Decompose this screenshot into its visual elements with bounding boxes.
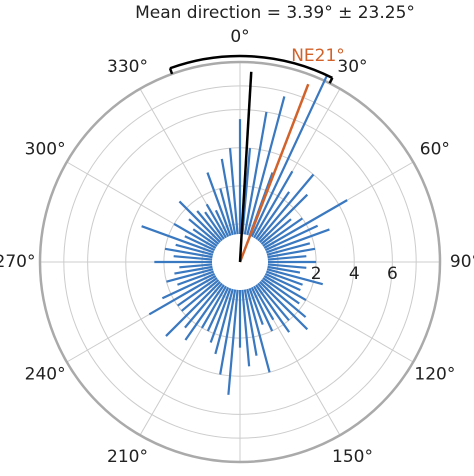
direction-bar <box>250 286 274 332</box>
direction-bar <box>219 188 234 236</box>
direction-bar <box>253 285 275 321</box>
direction-bar <box>246 96 286 236</box>
direction-bar <box>255 191 291 240</box>
direction-bar <box>267 255 307 261</box>
direction-bar <box>179 263 213 269</box>
theta-tick-label: 240° <box>25 365 66 385</box>
direction-bar <box>263 275 307 302</box>
theta-tick-label: 330° <box>107 57 148 77</box>
direction-bar <box>204 211 225 240</box>
direction-bar <box>263 199 348 249</box>
theta-tick-label: 90° <box>450 252 474 272</box>
direction-bar <box>248 287 264 325</box>
direction-bar <box>184 284 225 341</box>
direction-bar <box>164 247 213 259</box>
reference-label: NE21° <box>291 46 345 66</box>
direction-bar <box>267 265 301 274</box>
direction-bar <box>257 282 290 322</box>
direction-bar <box>209 287 232 343</box>
direction-bar <box>264 272 301 292</box>
direction-bar <box>262 217 303 247</box>
deviation-arc <box>169 54 333 79</box>
direction-bar <box>141 225 215 254</box>
direction-bar <box>243 111 268 235</box>
direction-bar <box>173 255 213 261</box>
direction-bar <box>260 279 307 318</box>
direction-bar <box>260 218 292 245</box>
r-tick-label: 6 <box>387 264 398 284</box>
direction-bar <box>166 268 214 283</box>
direction-bar <box>177 277 218 307</box>
theta-tick-label: 0° <box>230 27 249 47</box>
direction-bar <box>259 281 309 331</box>
direction-bar <box>206 172 232 237</box>
direction-bar <box>148 275 217 316</box>
direction-bar <box>220 158 237 235</box>
direction-bar <box>246 288 271 373</box>
direction-bar <box>264 224 319 252</box>
direction-bar <box>161 272 216 300</box>
theta-tick-label: 270° <box>0 252 35 272</box>
direction-bar <box>250 75 328 238</box>
deviation-cap <box>328 77 334 84</box>
direction-bar <box>266 268 324 286</box>
reference-line <box>238 83 310 263</box>
direction-bar <box>184 282 223 329</box>
direction-bar <box>165 281 221 337</box>
direction-bar <box>243 289 258 356</box>
r-tick-label: 4 <box>349 264 360 284</box>
direction-bar <box>177 270 215 286</box>
theta-tick-label: 300° <box>25 140 66 160</box>
direction-bar <box>180 279 220 312</box>
direction-bar <box>188 218 220 245</box>
direction-bar <box>265 270 303 286</box>
outer-circle <box>38 60 442 464</box>
theta-tick-label: 60° <box>420 140 450 160</box>
direction-bar <box>206 286 230 332</box>
direction-bar <box>214 288 234 355</box>
theta-tick-label: 120° <box>414 365 455 385</box>
direction-bar <box>192 228 218 247</box>
direction-bar <box>178 200 221 243</box>
direction-bar <box>257 173 315 242</box>
deviation-cap <box>168 67 174 75</box>
theta-tick-label: 30° <box>337 57 367 77</box>
direction-bar <box>174 265 213 275</box>
direction-bar <box>184 235 216 252</box>
direction-bar <box>253 170 294 239</box>
direction-bar <box>267 247 316 259</box>
direction-bar <box>219 289 237 375</box>
direction-bar <box>205 203 227 239</box>
chart-title: Mean direction = 3.39° ± 23.25° <box>135 3 415 23</box>
theta-tick-label: 150° <box>332 447 373 467</box>
r-tick-label: 2 <box>311 264 322 284</box>
direction-bar <box>175 243 214 256</box>
direction-bar <box>255 284 291 333</box>
direction-bar <box>173 222 217 249</box>
direction-bar <box>265 228 330 254</box>
direction-bar <box>214 209 230 238</box>
direction-bar <box>259 193 309 243</box>
direction-bar <box>241 289 251 367</box>
direction-bar <box>196 210 223 242</box>
direction-bar <box>266 242 311 256</box>
direction-bar <box>267 263 307 269</box>
theta-tick-label: 210° <box>107 447 148 467</box>
direction-bar <box>200 285 227 329</box>
direction-bar <box>228 148 239 235</box>
direction-bar <box>227 289 239 395</box>
direction-bar <box>262 277 300 305</box>
mean-line <box>238 71 253 263</box>
